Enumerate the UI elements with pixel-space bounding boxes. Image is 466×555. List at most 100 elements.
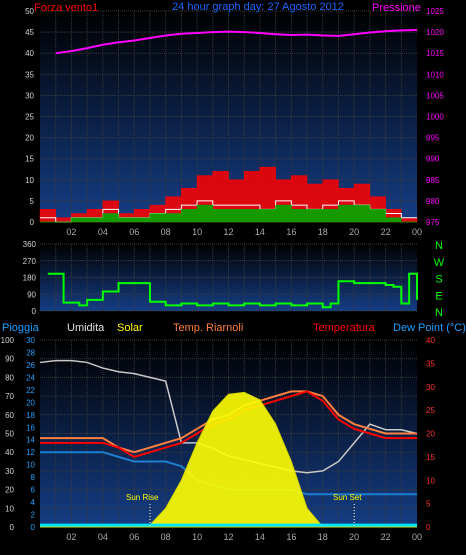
- x-tick-label: 08: [161, 532, 171, 542]
- y-tick-label-rain: 0: [10, 523, 15, 532]
- y-tick-label-right: 980: [426, 197, 440, 206]
- y-tick-label-right: 985: [426, 176, 440, 185]
- y-tick-label-right: 975: [426, 218, 440, 227]
- compass-label: S: [435, 274, 442, 286]
- x-tick-label: 18: [318, 227, 328, 237]
- y-tick-label-temp: 35: [426, 359, 435, 368]
- y-tick-label-temp: 30: [426, 383, 435, 392]
- y-tick-label-humidity: 14: [26, 436, 35, 445]
- y-tick-label-humidity: 6: [31, 486, 36, 495]
- x-tick-label: 12: [223, 532, 233, 542]
- compass-label: E: [435, 290, 442, 302]
- y-tick-label-rain: 70: [5, 392, 14, 401]
- y-tick-label-rain: 60: [5, 411, 14, 420]
- axes: 0202040406060808101012121414161618182020…: [1, 7, 445, 542]
- y-tick-label-temp: 40: [426, 336, 435, 345]
- y-tick-label-right: 1010: [426, 70, 444, 79]
- series-avg: [40, 204, 417, 223]
- x-tick-label: 22: [381, 227, 391, 237]
- y-tick-label-temp: 0: [426, 523, 431, 532]
- y-tick-label-left: 40: [25, 49, 34, 58]
- y-tick-label-humidity: 26: [26, 361, 35, 370]
- y-tick-label-left: 10: [25, 176, 34, 185]
- y-tick-label-temp: 5: [426, 500, 431, 509]
- y-tick-label-right: 1005: [426, 91, 444, 100]
- y-tick-label-humidity: 12: [26, 448, 35, 457]
- y-tick-label-temp: 10: [426, 476, 435, 485]
- y-tick-label-right: 1025: [426, 7, 444, 16]
- x-tick-label: 06: [129, 532, 139, 542]
- y-tick-label-left: 180: [23, 274, 37, 283]
- y-tick-label-humidity: 28: [26, 348, 35, 357]
- y-tick-label-humidity: 18: [26, 411, 35, 420]
- y-tick-label-rain: 50: [5, 430, 14, 439]
- x-tick-label: 20: [349, 227, 359, 237]
- x-tick-label: 00: [412, 532, 422, 542]
- y-tick-label-left: 270: [23, 257, 37, 266]
- x-tick-label: 04: [98, 532, 108, 542]
- x-tick-label: 22: [381, 532, 391, 542]
- x-tick-label: 04: [98, 227, 108, 237]
- y-tick-label-humidity: 4: [31, 498, 36, 507]
- series-pressure: [55, 28, 418, 55]
- y-tick-label-humidity: 24: [26, 373, 35, 382]
- y-tick-label-humidity: 16: [26, 423, 35, 432]
- y-tick-label-rain: 100: [1, 336, 15, 345]
- legend-umidita: Umidita: [67, 322, 105, 334]
- y-tick-label-right: 990: [426, 155, 440, 164]
- x-tick-label: 08: [161, 227, 171, 237]
- x-tick-label: 16: [286, 227, 296, 237]
- y-tick-label-left: 5: [30, 197, 35, 206]
- legend-temp-riarnoli: Temp. Riarnoli: [173, 322, 243, 334]
- y-tick-label-rain: 30: [5, 467, 14, 476]
- y-tick-label-right: 995: [426, 134, 440, 143]
- y-tick-label-rain: 40: [5, 448, 14, 457]
- pressure-label: Pressione: [372, 2, 421, 14]
- y-tick-label-left: 0: [30, 218, 35, 227]
- y-tick-label-temp: 25: [426, 406, 435, 415]
- y-tick-label-humidity: 30: [26, 336, 35, 345]
- series-solar: [40, 391, 417, 528]
- legend-solar: Solar: [117, 322, 143, 334]
- series-direction: [47, 272, 418, 309]
- y-tick-label-left: 35: [25, 70, 34, 79]
- x-tick-label: 10: [192, 227, 202, 237]
- x-tick-label: 14: [255, 227, 265, 237]
- legend-temperatura: Temperatura: [313, 322, 376, 334]
- x-tick-label: 02: [66, 532, 76, 542]
- y-tick-label-left: 30: [25, 91, 34, 100]
- y-tick-label-left: 360: [23, 240, 37, 249]
- y-tick-label-humidity: 20: [26, 398, 35, 407]
- graph-title: 24 hour graph day: 27 Agosto 2012: [172, 1, 344, 13]
- y-tick-label-left: 20: [25, 134, 34, 143]
- y-tick-label-humidity: 22: [26, 386, 35, 395]
- x-tick-label: 12: [223, 227, 233, 237]
- y-tick-label-rain: 20: [5, 486, 14, 495]
- sun-rise-label: Sun Rise: [126, 493, 159, 502]
- x-tick-label: 20: [349, 532, 359, 542]
- y-tick-label-left: 0: [32, 307, 37, 316]
- x-tick-label: 00: [412, 227, 422, 237]
- y-tick-label-left: 25: [25, 113, 34, 122]
- sun-set-label: Sun Set: [333, 493, 362, 502]
- compass-label: N: [435, 307, 443, 319]
- legend-pioggia: Pioggia: [2, 322, 40, 334]
- compass-label: N: [435, 240, 443, 252]
- y-tick-label-temp: 15: [426, 453, 435, 462]
- y-tick-label-rain: 80: [5, 373, 14, 382]
- x-tick-label: 06: [129, 227, 139, 237]
- x-tick-label: 10: [192, 532, 202, 542]
- y-tick-label-left: 90: [27, 290, 36, 299]
- x-tick-label: 16: [286, 532, 296, 542]
- y-tick-label-left: 50: [25, 7, 34, 16]
- y-tick-label-left: 15: [25, 155, 34, 164]
- compass-label: W: [434, 257, 445, 269]
- y-tick-label-humidity: 10: [26, 461, 35, 470]
- y-tick-label-left: 45: [25, 28, 34, 37]
- y-tick-label-right: 1015: [426, 49, 444, 58]
- wind-label: Forza vento1: [34, 2, 98, 14]
- legend-dew-point: Dew Point (°C): [393, 322, 466, 334]
- y-tick-label-rain: 10: [5, 504, 14, 513]
- x-tick-label: 18: [318, 532, 328, 542]
